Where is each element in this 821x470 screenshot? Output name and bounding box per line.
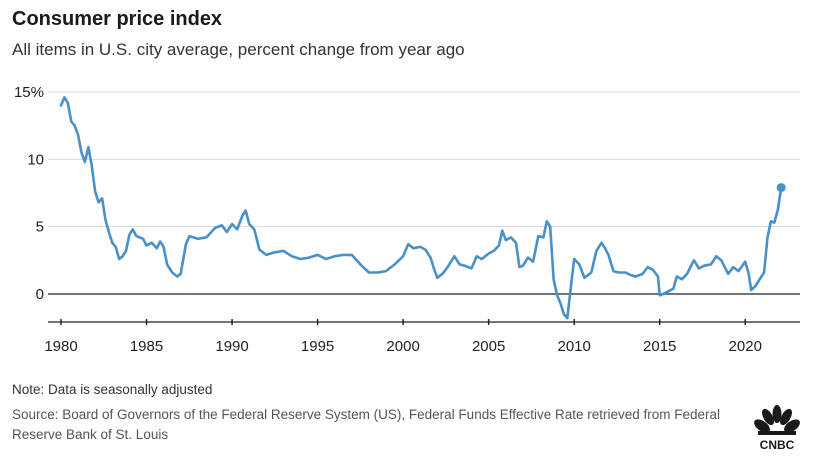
cpi-series-line — [59, 96, 783, 320]
x-tick-label: 2000 — [386, 338, 419, 355]
y-tick-label: 0 — [36, 286, 44, 303]
footnote: Note: Data is seasonally adjusted — [12, 382, 213, 397]
chart-title: Consumer price index — [12, 8, 223, 30]
x-tick-label: 1990 — [215, 338, 248, 355]
y-tick-label: 5 — [36, 219, 44, 236]
x-tick-label: 1980 — [44, 338, 77, 355]
y-tick-label: 10 — [27, 151, 44, 168]
latest-value-marker — [776, 183, 786, 193]
x-tick-label: 1995 — [301, 338, 334, 355]
x-tick-label: 2005 — [472, 338, 505, 355]
x-tick-label: 2020 — [729, 338, 762, 355]
y-tick-label: 15% — [14, 84, 44, 101]
cnbc-peacock-logo: CNBC — [754, 405, 800, 452]
cpi-line-chart: 0 5 10 15% 1980 1985 1990 1995 2000 2005 2010 2015 2… — [14, 84, 800, 355]
x-tick-label: 2010 — [557, 338, 590, 355]
source-citation: Source: Board of Governors of the Federa… — [12, 407, 721, 442]
svg-text:CNBC: CNBC — [760, 438, 795, 452]
chart-subtitle: All items in U.S. city average, percent … — [12, 40, 465, 59]
x-tick-label: 1985 — [130, 338, 163, 355]
x-tick-label: 2015 — [643, 338, 676, 355]
